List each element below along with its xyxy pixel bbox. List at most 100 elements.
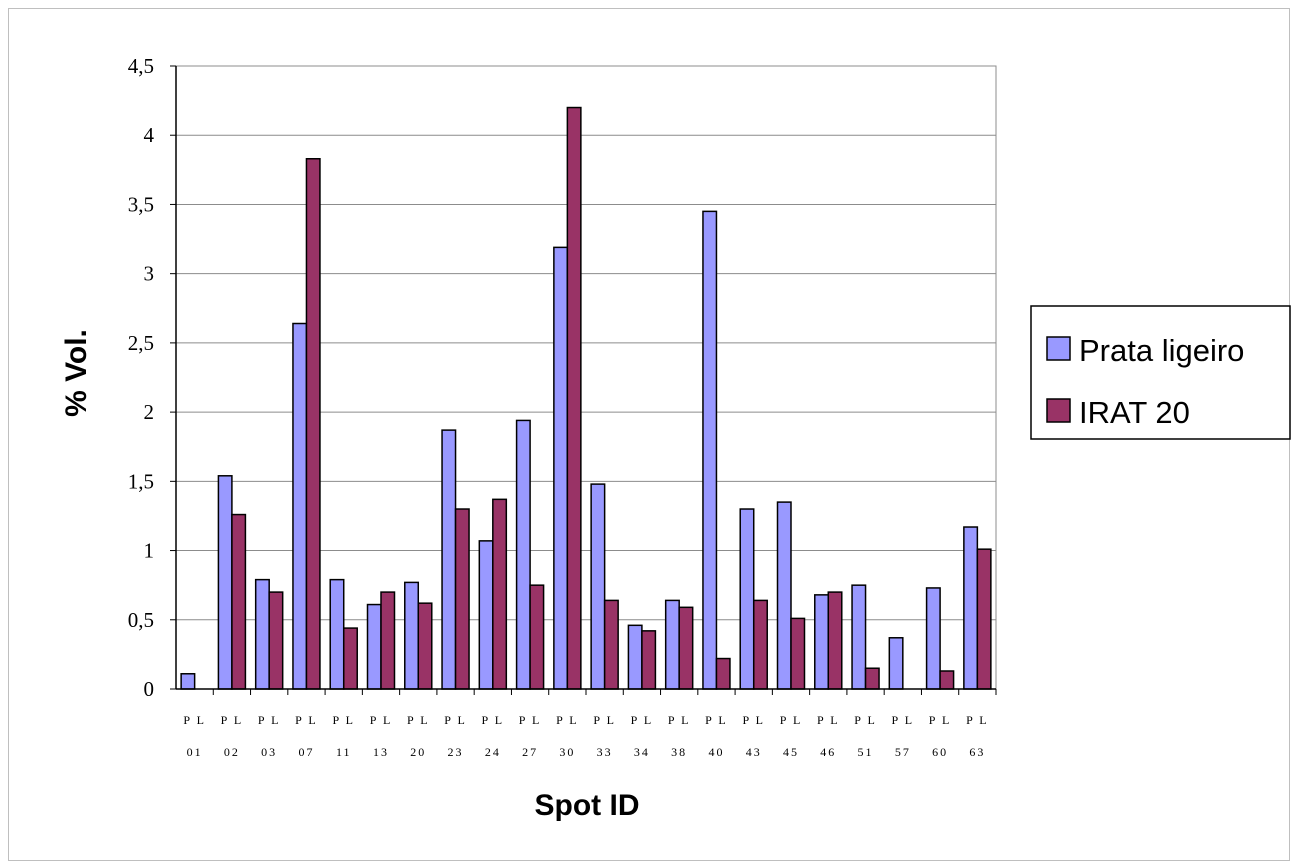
- y-tick-label: 3: [144, 262, 155, 286]
- bar-irat-20: [454, 508, 470, 690]
- x-tick-label: 63: [969, 745, 985, 759]
- x-tick-label: P L: [444, 713, 467, 727]
- x-tick-label: 11: [336, 745, 352, 759]
- bar-irat-20: [268, 591, 284, 690]
- bar-irat-20: [231, 513, 247, 690]
- bar-prata-ligeiro: [627, 624, 643, 690]
- x-tick-label: 38: [671, 745, 687, 759]
- x-tick-label: P L: [183, 713, 206, 727]
- bar-prata-ligeiro: [329, 578, 345, 690]
- bar-irat-20: [678, 606, 694, 690]
- bar-irat-20: [976, 548, 992, 690]
- bar-prata-ligeiro: [366, 603, 382, 690]
- x-tick-label: 60: [932, 745, 948, 759]
- y-tick-label: 0: [144, 677, 155, 701]
- bar-prata-ligeiro: [217, 475, 233, 690]
- y-tick-label: 0,5: [128, 608, 154, 632]
- bar-prata-ligeiro: [553, 246, 569, 690]
- x-tick-label: P L: [482, 713, 505, 727]
- bar-prata-ligeiro: [963, 526, 979, 690]
- legend-box: [1030, 305, 1291, 440]
- bar-prata-ligeiro: [292, 322, 308, 690]
- bar-irat-20: [641, 630, 657, 690]
- x-tick-label: P L: [519, 713, 542, 727]
- legend-label-prata-ligeiro: Prata ligeiro: [1079, 333, 1244, 368]
- x-tick-label: 30: [559, 745, 575, 759]
- legend-swatch-prata-ligeiro: [1046, 336, 1071, 361]
- x-tick-label: 01: [187, 745, 203, 759]
- bar-irat-20: [752, 599, 768, 690]
- x-tick-label: P L: [817, 713, 840, 727]
- bar-prata-ligeiro: [776, 501, 792, 690]
- x-tick-label: 23: [448, 745, 464, 759]
- x-tick-label: P L: [705, 713, 728, 727]
- x-tick-label: P L: [370, 713, 393, 727]
- x-tick-label: P L: [295, 713, 318, 727]
- bar-prata-ligeiro: [739, 508, 755, 690]
- x-tick-label: P L: [929, 713, 952, 727]
- legend-swatch-irat-20: [1046, 398, 1071, 423]
- y-tick-label: 4,5: [128, 54, 154, 78]
- bar-irat-20: [342, 627, 358, 690]
- x-tick-label: 43: [746, 745, 762, 759]
- bar-prata-ligeiro: [254, 578, 270, 690]
- bar-prata-ligeiro: [441, 429, 457, 690]
- bar-irat-20: [715, 657, 731, 690]
- bar-prata-ligeiro: [851, 584, 867, 690]
- bar-prata-ligeiro: [814, 594, 830, 690]
- bar-irat-20: [566, 106, 582, 690]
- x-tick-label: P L: [631, 713, 654, 727]
- y-axis-title: % Vol.: [60, 329, 93, 417]
- bars: [180, 106, 992, 690]
- x-tick-label: P L: [854, 713, 877, 727]
- x-tick-label: 07: [298, 745, 314, 759]
- y-tick-label: 4: [144, 123, 155, 147]
- bar-irat-20: [417, 602, 433, 690]
- y-tick-label: 2,5: [128, 331, 154, 355]
- x-tick-label: P L: [742, 713, 765, 727]
- bar-irat-20: [864, 667, 880, 690]
- x-tick-label: 03: [261, 745, 277, 759]
- x-tick-label: 45: [783, 745, 799, 759]
- x-tick-label: P L: [332, 713, 355, 727]
- bar-prata-ligeiro: [664, 599, 680, 690]
- bar-prata-ligeiro: [180, 673, 196, 690]
- x-tick-label: 20: [410, 745, 426, 759]
- x-axis-title: Spot ID: [535, 789, 640, 822]
- x-tick-label: 34: [634, 745, 650, 759]
- bar-prata-ligeiro: [925, 587, 941, 690]
- bar-irat-20: [305, 158, 321, 690]
- bar-irat-20: [827, 591, 843, 690]
- bar-irat-20: [380, 591, 396, 690]
- x-tick-label: P L: [407, 713, 430, 727]
- x-tick-label: P L: [780, 713, 803, 727]
- bar-prata-ligeiro: [702, 210, 718, 690]
- x-tick-labels: P L 01 P L 02 P L 03 P L 07 P L 11 P L 13 P L 20 P L 23…: [183, 689, 997, 759]
- y-tick-labels: 0 0,5 1 1,5 2 2,5 3 3,5 4 4,5: [128, 54, 176, 701]
- bar-prata-ligeiro: [478, 540, 494, 690]
- x-tick-label: P L: [966, 713, 989, 727]
- x-tick-label: 40: [708, 745, 724, 759]
- x-tick-label: 33: [597, 745, 613, 759]
- y-tick-label: 1,5: [128, 469, 154, 493]
- bar-prata-ligeiro: [590, 483, 606, 690]
- y-tick-label: 3,5: [128, 192, 154, 216]
- x-tick-label: 02: [224, 745, 240, 759]
- bar-irat-20: [603, 599, 619, 690]
- x-tick-label: P L: [221, 713, 244, 727]
- bar-irat-20: [939, 670, 955, 690]
- x-tick-label: 13: [373, 745, 389, 759]
- x-tick-label: P L: [892, 713, 915, 727]
- x-tick-label: P L: [668, 713, 691, 727]
- bar-prata-ligeiro: [888, 637, 904, 690]
- x-tick-label: P L: [556, 713, 579, 727]
- x-tick-label: 24: [485, 745, 501, 759]
- x-tick-label: 46: [820, 745, 836, 759]
- bar-irat-20: [492, 498, 508, 690]
- bar-prata-ligeiro: [404, 581, 420, 690]
- legend-label-irat-20: IRAT 20: [1079, 395, 1190, 430]
- bar-prata-ligeiro: [515, 419, 531, 690]
- x-tick-label: 51: [858, 745, 874, 759]
- legend: Prata ligeiro IRAT 20: [1030, 305, 1291, 440]
